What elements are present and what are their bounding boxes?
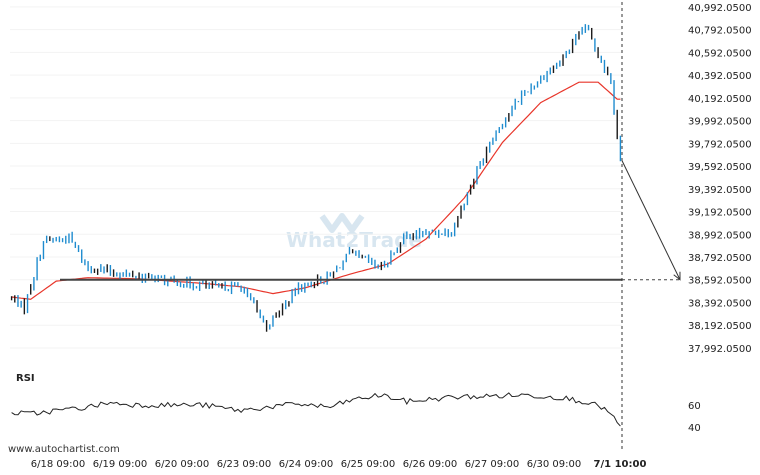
price-tick-label: 40,192.0500 [688, 94, 752, 105]
forecast-line [621, 160, 681, 280]
price-axis: 40,992.0500 40,792.0500 40,592.0500 40,392.… [688, 3, 752, 355]
time-tick-label: 6/20 09:00 [155, 459, 209, 470]
price-tick-label: 40,592.0500 [688, 48, 752, 59]
price-tick-label: 40,792.0500 [688, 26, 752, 37]
price-tick-label: 39,192.0500 [688, 208, 752, 219]
price-tick-label: 38,992.0500 [688, 230, 752, 241]
price-tick-label: 39,992.0500 [688, 117, 752, 128]
time-tick-label: 6/19 09:00 [93, 459, 147, 470]
time-tick-label: 6/18 09:00 [31, 459, 85, 470]
time-tick-label: 7/1 10:00 [594, 459, 647, 470]
price-tick-label: 38,392.0500 [688, 298, 752, 309]
moving-average-path [11, 81, 621, 300]
rsi-tick-label: 40 [688, 423, 701, 434]
time-tick-label: 6/30 09:00 [527, 459, 581, 470]
time-tick-label: 6/26 09:00 [403, 459, 457, 470]
price-tick-label: 38,792.0500 [688, 253, 752, 264]
price-tick-label: 39,392.0500 [688, 185, 752, 196]
time-tick-label: 6/27 09:00 [465, 459, 519, 470]
time-tick-label: 6/25 09:00 [341, 459, 395, 470]
price-gridlines [10, 6, 622, 349]
time-axis: 6/18 09:00 6/19 09:00 6/20 09:00 6/23 09:00… [31, 459, 647, 470]
forecast-arrow [621, 160, 681, 281]
price-tick-label: 38,592.0500 [688, 276, 752, 287]
rsi-title: RSI [16, 373, 35, 384]
price-tick-label: 37,992.0500 [688, 344, 752, 355]
time-tick-label: 6/24 09:00 [279, 459, 333, 470]
price-tick-label: 39,592.0500 [688, 162, 752, 173]
rsi-path [11, 392, 621, 427]
time-tick-label: 6/23 09:00 [217, 459, 271, 470]
moving-average-line [11, 81, 621, 300]
price-tick-label: 38,192.0500 [688, 321, 752, 332]
price-tick-label: 40,992.0500 [688, 3, 752, 14]
rsi-axis: 60 40 [688, 401, 701, 434]
rsi-line [11, 392, 621, 427]
price-tick-label: 40,392.0500 [688, 71, 752, 82]
watermark-text: What2Trade [286, 228, 422, 252]
forecast-arrowhead-icon [673, 271, 681, 281]
price-tick-label: 39,792.0500 [688, 139, 752, 150]
watermark-logo-icon [319, 213, 365, 233]
site-label: www.autochartist.com [8, 444, 120, 455]
watermark: What2Trade [286, 213, 422, 252]
rsi-tick-label: 60 [688, 401, 701, 412]
candlestick-series [10, 24, 622, 332]
